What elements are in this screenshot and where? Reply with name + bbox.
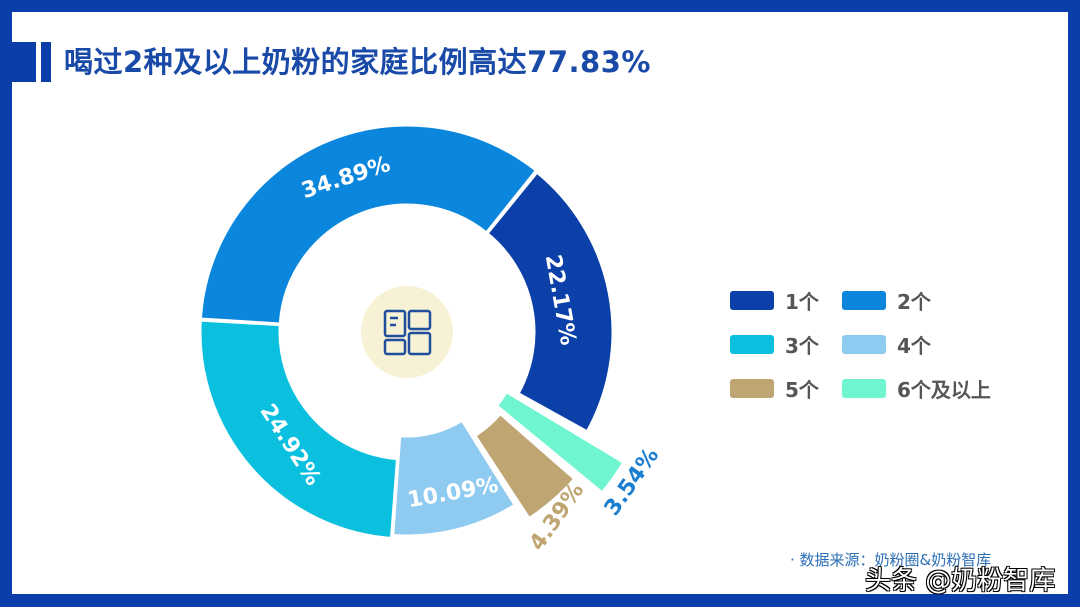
dashboard-grid-icon: [383, 309, 432, 356]
legend-label: 3个: [785, 334, 819, 358]
legend-item-3: 3个: [730, 330, 819, 359]
slice-5: [198, 318, 400, 541]
legend-swatch: [730, 335, 774, 354]
legend-swatch: [842, 335, 886, 354]
legend-label: 5个: [785, 378, 819, 402]
slice-2: [494, 389, 626, 496]
legend-label: 1个: [785, 290, 819, 314]
legend-swatch: [842, 291, 886, 310]
legend-label: 6个及以上: [897, 378, 991, 402]
legend-swatch: [842, 379, 886, 398]
title-accent-block: [12, 42, 36, 82]
data-source-note: · 数据来源：奶粉圈&奶粉智库: [790, 551, 992, 569]
legend-item-1: 1个: [730, 286, 819, 315]
slice-1: [484, 170, 615, 434]
legend-swatch: [730, 291, 774, 310]
watermark: 头条 @奶粉智库: [865, 566, 1056, 596]
slice-3: [472, 411, 577, 521]
legend-swatch: [730, 379, 774, 398]
page-title: 喝过2种及以上奶粉的家庭比例高达77.83%: [64, 45, 651, 79]
title-accent-bar: [41, 42, 51, 82]
donut-slices: [198, 123, 626, 541]
legend-item-4: 4个: [842, 330, 931, 359]
legend-label: 4个: [897, 334, 931, 358]
slice-6: [198, 123, 539, 326]
legend-item-5: 5个: [730, 374, 819, 403]
legend-item-2: 2个: [842, 286, 931, 315]
center-circle: [361, 286, 453, 378]
legend-item-6: 6个及以上: [842, 374, 991, 403]
legend-label: 2个: [897, 290, 931, 314]
